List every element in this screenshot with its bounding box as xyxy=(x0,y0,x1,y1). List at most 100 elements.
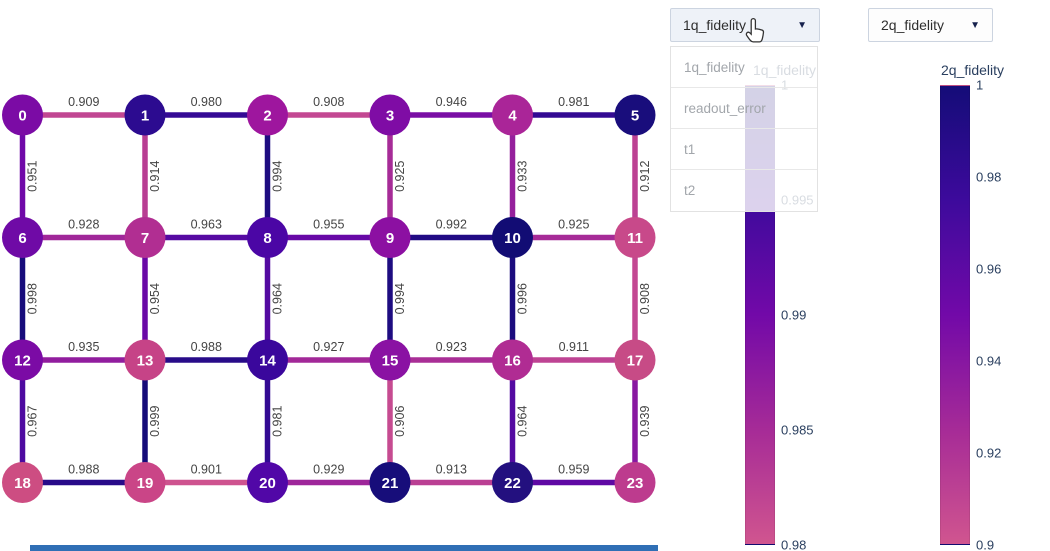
qubit-node[interactable] xyxy=(369,339,411,381)
edge-fidelity-label: 0.964 xyxy=(516,406,530,437)
qubit-node[interactable] xyxy=(2,462,43,503)
menu-option-t2[interactable]: t2 xyxy=(671,170,817,211)
colorbar-tick-label: 0.98 xyxy=(781,537,807,551)
edge-fidelity-label: 0.935 xyxy=(68,340,99,354)
qubit-node-label: 3 xyxy=(386,108,394,125)
menu-option-1q-fidelity[interactable]: 1q_fidelity xyxy=(671,47,817,88)
colorbar2-title: 2q_fidelity xyxy=(941,62,1005,78)
edge-fidelity-label: 0.959 xyxy=(558,463,589,477)
qubit-node[interactable] xyxy=(492,339,533,381)
edge-fidelity-label: 0.951 xyxy=(26,161,40,192)
edge-fidelity-label: 0.998 xyxy=(26,283,40,314)
qubit-node[interactable] xyxy=(247,462,288,503)
qubit-node-label: 8 xyxy=(263,230,271,247)
edge-fidelity-label: 0.996 xyxy=(516,283,530,314)
qubit-node[interactable] xyxy=(247,94,288,136)
qubit-node[interactable] xyxy=(247,339,288,381)
edge-fidelity-label: 0.923 xyxy=(436,340,467,354)
qubit-node-label: 4 xyxy=(508,108,517,125)
edge-fidelity-label: 0.928 xyxy=(68,218,99,232)
edge-fidelity-label: 0.967 xyxy=(26,406,40,437)
qubit-node[interactable] xyxy=(369,462,411,503)
qubit-node[interactable] xyxy=(614,462,656,503)
edge-fidelity-label: 0.933 xyxy=(516,161,530,192)
colorbar-gradient xyxy=(940,85,970,545)
edge-fidelity-label: 0.906 xyxy=(393,406,407,437)
qubit-node-label: 6 xyxy=(18,230,26,247)
qubit-node-label: 16 xyxy=(504,353,521,370)
qubit-node-label: 17 xyxy=(627,353,644,370)
qubit-node[interactable] xyxy=(124,462,166,503)
qubit-node[interactable] xyxy=(492,94,533,136)
qubit-node[interactable] xyxy=(2,339,43,381)
qubit-node[interactable] xyxy=(124,217,166,258)
colorbar-tick-label: 0.96 xyxy=(976,261,1002,277)
edge-fidelity-label: 0.908 xyxy=(638,283,652,314)
device-topology-graph: 0.909 0.980 0.908 0.946 0.981 0.928 0.963 0.955… xyxy=(2,94,656,503)
edge-fidelity-label: 0.929 xyxy=(313,463,344,477)
qubit-node-label: 12 xyxy=(14,353,31,370)
edge-fidelity-label: 0.964 xyxy=(271,283,285,314)
edge-fidelity-label: 0.911 xyxy=(559,340,589,354)
colorbar-tick-label: 0.92 xyxy=(976,445,1002,461)
edge-fidelity-label: 0.901 xyxy=(191,463,222,477)
edge-fidelity-label: 0.999 xyxy=(148,406,162,437)
qubit-node-label: 10 xyxy=(504,230,521,247)
edge-fidelity-label: 0.994 xyxy=(393,283,407,314)
qubit-node[interactable] xyxy=(614,339,656,381)
colorbar-tick-label: 0.985 xyxy=(781,422,814,438)
qubit-node[interactable] xyxy=(614,217,656,258)
chevron-down-icon: ▼ xyxy=(797,19,807,31)
colorbar-tick-label: 0.98 xyxy=(976,169,1002,185)
qubit-node-label: 18 xyxy=(14,475,31,492)
qubit-node-label: 1 xyxy=(141,108,149,125)
metric1-dropdown[interactable]: 1q_fidelity ▼ xyxy=(670,8,820,42)
qubit-node-label: 0 xyxy=(18,108,26,125)
edge-fidelity-label: 0.992 xyxy=(436,218,467,232)
qubit-node[interactable] xyxy=(614,94,656,136)
qubit-node-label: 15 xyxy=(382,353,399,370)
qubit-node[interactable] xyxy=(2,94,43,136)
qubit-node[interactable] xyxy=(2,217,43,258)
edge-fidelity-label: 0.963 xyxy=(191,218,222,232)
qubit-node[interactable] xyxy=(369,94,411,136)
qubit-node-label: 9 xyxy=(386,230,394,247)
qubit-node-label: 7 xyxy=(141,230,149,247)
qubit-node[interactable] xyxy=(369,217,411,258)
qubit-node[interactable] xyxy=(124,94,166,136)
edge-fidelity-label: 0.939 xyxy=(638,406,652,437)
qubit-node[interactable] xyxy=(492,217,533,258)
edge-fidelity-label: 0.980 xyxy=(191,95,222,109)
qubit-node[interactable] xyxy=(492,462,533,503)
qubit-node-label: 14 xyxy=(259,353,276,370)
edge-fidelity-label: 0.927 xyxy=(313,340,344,354)
edge-fidelity-label: 0.909 xyxy=(68,95,99,109)
metric1-dropdown-menu: 1q_fidelity readout_error t1 t2 xyxy=(670,46,818,212)
qubit-node-label: 19 xyxy=(137,475,154,492)
edge-fidelity-label: 0.981 xyxy=(558,95,589,109)
colorbar2-ticks: 1 0.98 0.96 0.94 0.92 0.9 xyxy=(976,78,1024,551)
colorbar-tick-label: 0.9 xyxy=(976,537,995,551)
colorbar-tick-label: 0.94 xyxy=(976,353,1002,369)
metric1-dropdown-value: 1q_fidelity xyxy=(683,17,747,33)
metric2-dropdown[interactable]: 2q_fidelity ▼ xyxy=(868,8,993,42)
partial-chart-bottom xyxy=(30,545,658,551)
edge-fidelity-label: 0.912 xyxy=(638,161,652,192)
qubit-node[interactable] xyxy=(247,217,288,258)
qubit-node-label: 21 xyxy=(382,475,399,492)
edge-fidelity-label: 0.988 xyxy=(191,340,222,354)
qubit-node-label: 23 xyxy=(627,475,644,492)
edge-fidelity-label: 0.925 xyxy=(558,218,589,232)
edge-fidelity-label: 0.914 xyxy=(148,161,162,192)
edge-fidelity-label: 0.925 xyxy=(393,161,407,192)
qubit-node-label: 5 xyxy=(631,108,639,125)
colorbar-tick-label: 0.99 xyxy=(781,307,807,323)
qubit-node-label: 2 xyxy=(263,108,271,125)
qubit-node-label: 22 xyxy=(504,475,521,492)
qubit-node-label: 11 xyxy=(627,230,643,247)
qubit-node[interactable] xyxy=(124,339,166,381)
menu-option-t1[interactable]: t1 xyxy=(671,129,817,170)
edge-fidelity-label: 0.981 xyxy=(271,406,285,437)
menu-option-readout-error[interactable]: readout_error xyxy=(671,88,817,129)
